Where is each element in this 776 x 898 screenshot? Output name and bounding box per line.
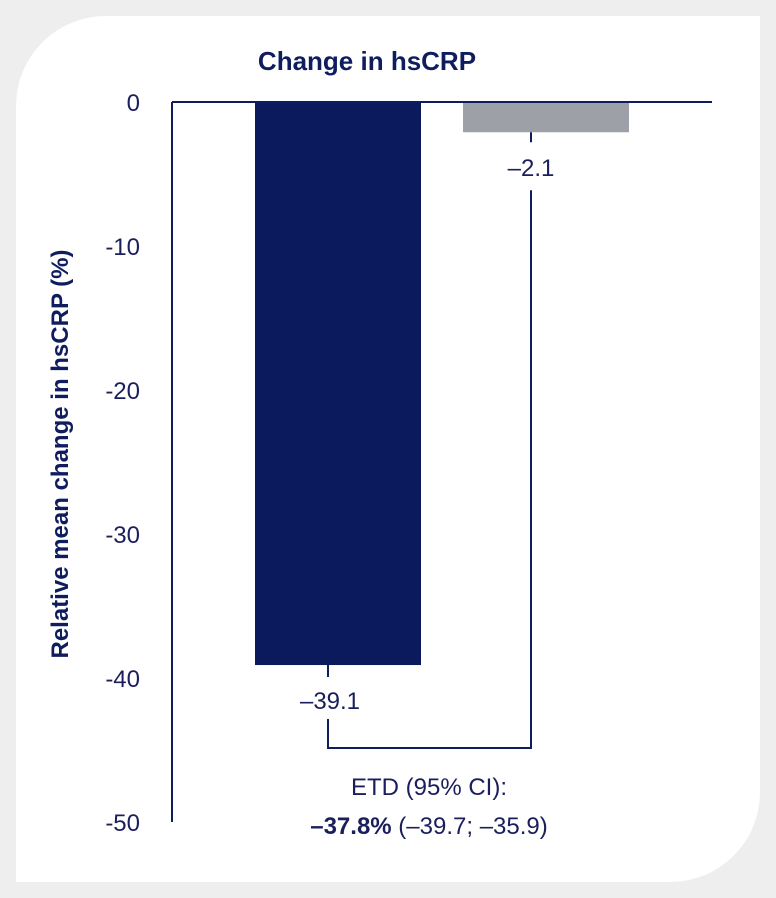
y-tick-label: -30	[105, 522, 140, 549]
y-axis-ticks: 0 -10 -20 -30 -40 -50	[105, 90, 140, 837]
etd-estimate: –37.8%	[310, 813, 391, 840]
data-labels: –39.1 –2.1	[300, 155, 554, 715]
y-tick-label: -40	[105, 666, 140, 693]
bars	[255, 102, 629, 666]
etd-label: ETD (95% CI):	[351, 774, 507, 801]
bar-value-label: –2.1	[508, 155, 555, 182]
bar-1	[255, 102, 421, 666]
etd-bracket	[327, 132, 532, 749]
etd-ci: (–39.7; –35.9)	[392, 813, 548, 840]
y-tick-label: -20	[105, 378, 140, 405]
y-tick-label: -10	[105, 234, 140, 261]
bar-2	[463, 102, 629, 133]
chart-title: Change in hsCRP	[258, 46, 476, 76]
y-axis-label: Relative mean change in hsCRP (%)	[47, 249, 74, 658]
y-tick-label: -50	[105, 810, 140, 837]
bar-value-label: –39.1	[300, 688, 360, 715]
y-tick-label: 0	[127, 90, 140, 117]
etd-value: –37.8% (–39.7; –35.9)	[310, 813, 548, 840]
